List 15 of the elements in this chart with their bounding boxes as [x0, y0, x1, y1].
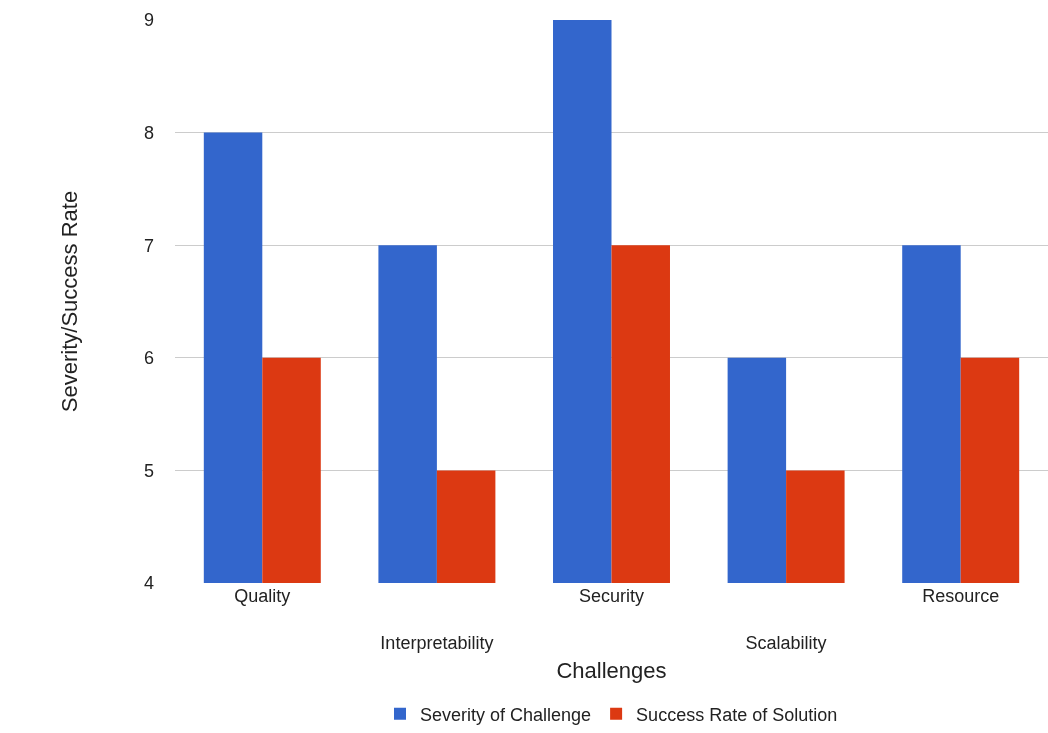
- x-tick-label: Resource: [922, 586, 1000, 606]
- y-tick-label: 8: [143, 122, 154, 143]
- y-tick-label: 4: [143, 573, 154, 594]
- x-tick-label: Scalability: [745, 632, 827, 653]
- y-tick-label: 7: [143, 235, 154, 256]
- x-tick-label: Interpretability: [380, 632, 494, 653]
- x-axis-title: Challenges: [556, 657, 667, 683]
- y-tick-label: 5: [143, 460, 154, 481]
- x-tick-label: Quality: [234, 586, 291, 606]
- y-tick-label: 6: [143, 348, 154, 369]
- y-tick-label: 9: [143, 10, 154, 31]
- x-tick-label: Security: [578, 586, 645, 606]
- y-axis-title: Severity/Success Rate: [56, 190, 82, 413]
- legend-label: Success Rate of Solution: [636, 704, 838, 725]
- legend-label: Severity of Challenge: [420, 704, 592, 725]
